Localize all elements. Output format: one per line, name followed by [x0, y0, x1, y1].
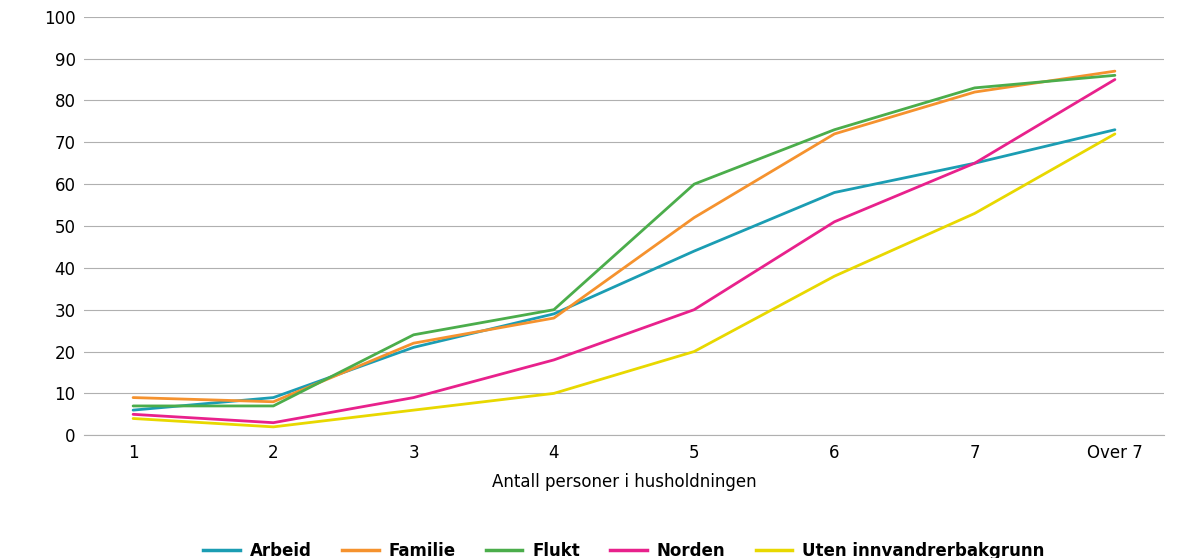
Legend: Arbeid, Familie, Flukt, Norden, Uten innvandrerbakgrunn: Arbeid, Familie, Flukt, Norden, Uten inn…: [197, 536, 1051, 558]
Familie: [126, 394, 140, 401]
Arbeid: [967, 160, 982, 166]
Norden: [126, 411, 140, 417]
Uten innvandrerbakgrunn: [686, 348, 701, 355]
Familie: [407, 340, 421, 347]
Norden: [1108, 76, 1122, 83]
Norden: [686, 306, 701, 313]
Familie: [827, 131, 841, 137]
Arbeid: [126, 407, 140, 413]
Uten innvandrerbakgrunn: [266, 424, 281, 430]
Familie: [967, 89, 982, 95]
Arbeid: [827, 189, 841, 196]
Familie: [1108, 68, 1122, 74]
Flukt: [827, 126, 841, 133]
Flukt: [1108, 72, 1122, 79]
Arbeid: [547, 310, 562, 317]
Familie: [266, 398, 281, 405]
Line: Norden: Norden: [133, 79, 1115, 423]
Arbeid: [1108, 126, 1122, 133]
Arbeid: [266, 394, 281, 401]
Arbeid: [686, 248, 701, 254]
Flukt: [266, 403, 281, 410]
Norden: [407, 394, 421, 401]
Line: Flukt: Flukt: [133, 75, 1115, 406]
Familie: [686, 214, 701, 221]
Uten innvandrerbakgrunn: [126, 415, 140, 422]
Familie: [547, 315, 562, 321]
Uten innvandrerbakgrunn: [547, 390, 562, 397]
Line: Uten innvandrerbakgrunn: Uten innvandrerbakgrunn: [133, 134, 1115, 427]
Norden: [967, 160, 982, 166]
Uten innvandrerbakgrunn: [967, 210, 982, 217]
Norden: [547, 357, 562, 363]
Uten innvandrerbakgrunn: [407, 407, 421, 413]
Norden: [266, 420, 281, 426]
Flukt: [967, 84, 982, 91]
Flukt: [547, 306, 562, 313]
Arbeid: [407, 344, 421, 351]
Flukt: [686, 181, 701, 187]
Norden: [827, 218, 841, 225]
Uten innvandrerbakgrunn: [827, 273, 841, 280]
Uten innvandrerbakgrunn: [1108, 131, 1122, 137]
Flukt: [126, 403, 140, 410]
Line: Familie: Familie: [133, 71, 1115, 402]
Flukt: [407, 331, 421, 338]
Line: Arbeid: Arbeid: [133, 129, 1115, 410]
X-axis label: Antall personer i husholdningen: Antall personer i husholdningen: [492, 473, 756, 490]
